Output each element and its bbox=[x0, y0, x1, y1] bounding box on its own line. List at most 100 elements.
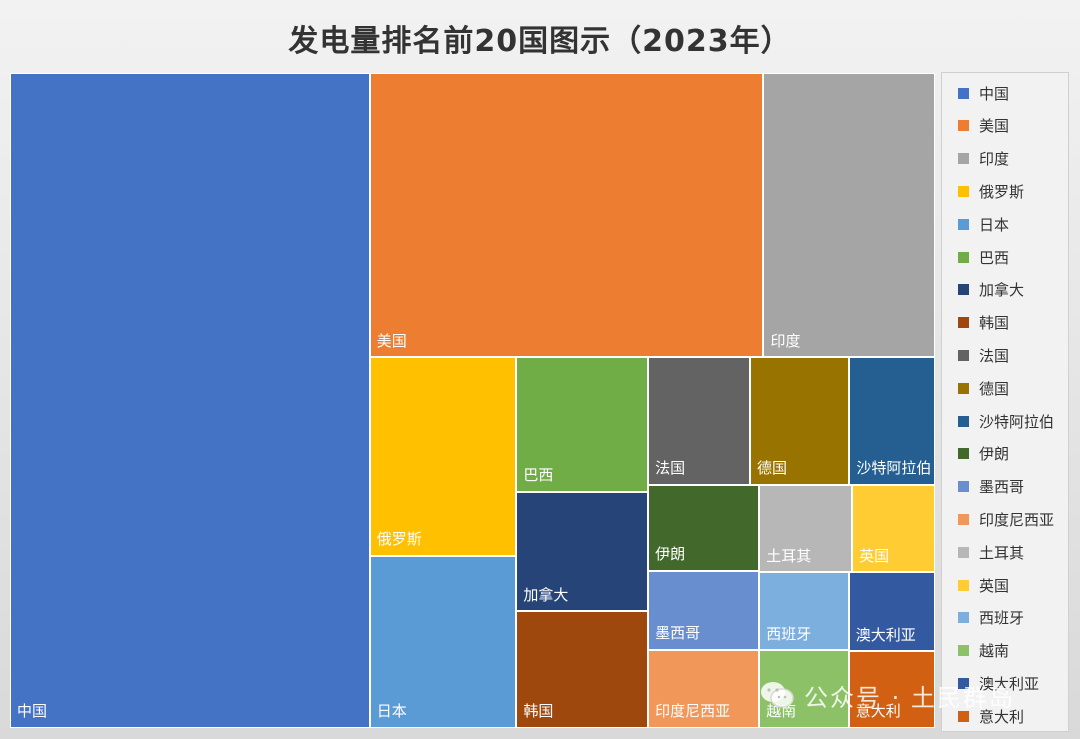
legend-swatch bbox=[958, 546, 969, 558]
treemap-cell: 土耳其 bbox=[759, 484, 853, 573]
treemap-cell-label: 日本 bbox=[376, 702, 407, 721]
legend-item: 意大利 bbox=[958, 704, 1024, 728]
legend-swatch bbox=[958, 153, 969, 165]
legend-item: 沙特阿拉伯 bbox=[958, 409, 1054, 433]
watermark: 公众号 · 土民群岛 bbox=[760, 675, 1060, 715]
legend-item: 法国 bbox=[958, 343, 1009, 367]
treemap-cell: 美国 bbox=[369, 73, 764, 358]
watermark-text: 公众号 · 土民群岛 bbox=[804, 683, 1015, 712]
legend-swatch bbox=[958, 645, 969, 657]
legend-item: 俄罗斯 bbox=[958, 179, 1024, 203]
treemap-cell: 意大利 bbox=[848, 651, 935, 728]
legend-swatch bbox=[958, 513, 969, 525]
treemap-cell: 伊朗 bbox=[648, 484, 760, 572]
legend-item: 越南 bbox=[958, 639, 1009, 663]
legend-swatch bbox=[958, 481, 969, 493]
treemap-cell-label: 加拿大 bbox=[523, 585, 569, 604]
legend-swatch bbox=[958, 415, 969, 427]
legend-item: 土耳其 bbox=[958, 540, 1024, 564]
treemap-cell-label: 中国 bbox=[17, 702, 48, 721]
treemap-cell-label: 土耳其 bbox=[766, 546, 812, 565]
treemap-cell-label: 俄罗斯 bbox=[376, 530, 422, 549]
legend-swatch bbox=[958, 120, 969, 132]
legend-label: 伊朗 bbox=[979, 445, 1010, 464]
legend-item: 中国 bbox=[958, 81, 1009, 105]
treemap-cell-label: 意大利 bbox=[855, 702, 901, 721]
treemap-cell: 巴西 bbox=[516, 357, 649, 492]
legend: 中国美国印度俄罗斯日本巴西加拿大韩国法国德国沙特阿拉伯伊朗墨西哥印度尼西亚土耳其… bbox=[941, 72, 1069, 732]
legend-item: 伊朗 bbox=[958, 442, 1009, 466]
treemap-cell: 中国 bbox=[10, 73, 370, 728]
legend-label: 巴西 bbox=[979, 248, 1010, 267]
treemap-cell-label: 法国 bbox=[655, 458, 686, 477]
legend-swatch bbox=[958, 579, 969, 591]
legend-item: 美国 bbox=[958, 114, 1009, 138]
treemap-cell: 澳大利亚 bbox=[848, 572, 935, 652]
legend-label: 墨西哥 bbox=[979, 478, 1025, 497]
treemap-cell-label: 墨西哥 bbox=[655, 623, 701, 642]
legend-label: 澳大利亚 bbox=[979, 674, 1040, 693]
legend-label: 意大利 bbox=[979, 707, 1025, 726]
treemap-cell: 印度尼西亚 bbox=[648, 649, 760, 728]
treemap-cell-label: 巴西 bbox=[523, 465, 554, 484]
treemap-cell-label: 英国 bbox=[859, 546, 890, 565]
legend-swatch bbox=[958, 317, 969, 329]
legend-swatch bbox=[958, 710, 969, 722]
legend-swatch bbox=[958, 251, 969, 263]
treemap-cell: 墨西哥 bbox=[648, 571, 760, 650]
legend-label: 印度尼西亚 bbox=[979, 510, 1055, 529]
treemap-cell-label: 西班牙 bbox=[766, 624, 812, 643]
legend-label: 加拿大 bbox=[979, 281, 1025, 300]
legend-item: 日本 bbox=[958, 212, 1009, 236]
legend-item: 巴西 bbox=[958, 245, 1009, 269]
treemap-cell: 西班牙 bbox=[759, 572, 849, 651]
treemap-cell-label: 韩国 bbox=[523, 702, 554, 721]
treemap-cell-label: 印度尼西亚 bbox=[655, 702, 731, 721]
legend-label: 日本 bbox=[979, 215, 1010, 234]
treemap-cell: 日本 bbox=[369, 555, 517, 728]
legend-label: 越南 bbox=[979, 642, 1010, 661]
legend-swatch bbox=[958, 218, 969, 230]
legend-item: 英国 bbox=[958, 573, 1009, 597]
treemap-cell: 韩国 bbox=[516, 611, 649, 728]
legend-swatch bbox=[958, 185, 969, 197]
legend-label: 美国 bbox=[979, 117, 1010, 136]
treemap-cell: 沙特阿拉伯 bbox=[849, 357, 935, 485]
treemap-cell: 加拿大 bbox=[516, 491, 649, 612]
legend-label: 沙特阿拉伯 bbox=[979, 412, 1055, 431]
legend-item: 德国 bbox=[958, 376, 1009, 400]
legend-item: 韩国 bbox=[958, 311, 1009, 335]
legend-swatch bbox=[958, 284, 969, 296]
legend-item: 澳大利亚 bbox=[958, 671, 1039, 695]
wechat-icon bbox=[761, 682, 794, 708]
treemap-cell-label: 越南 bbox=[766, 702, 797, 721]
legend-item: 印度 bbox=[958, 147, 1009, 171]
treemap-plot-area: 中国 美国 印度俄罗斯日本 巴西加拿大韩国 法国 德国 沙特阿拉伯伊朗墨西哥印度尼西亚 土耳其… bbox=[10, 73, 935, 728]
treemap-cell-label: 伊朗 bbox=[655, 545, 686, 564]
legend-label: 法国 bbox=[979, 346, 1010, 365]
legend-item: 西班牙 bbox=[958, 606, 1024, 630]
legend-item: 印度尼西亚 bbox=[958, 507, 1054, 531]
legend-swatch bbox=[958, 87, 969, 99]
legend-swatch bbox=[958, 448, 969, 460]
treemap-cell: 印度 bbox=[763, 73, 935, 358]
legend-swatch bbox=[958, 382, 969, 394]
legend-label: 西班牙 bbox=[979, 609, 1025, 628]
treemap-cell-label: 澳大利亚 bbox=[855, 625, 916, 644]
legend-label: 中国 bbox=[979, 84, 1010, 103]
treemap-cell-label: 沙特阿拉伯 bbox=[856, 458, 932, 477]
treemap-cell: 英国 bbox=[852, 484, 935, 573]
legend-item: 加拿大 bbox=[958, 278, 1024, 302]
legend-label: 印度 bbox=[979, 150, 1010, 169]
treemap-cell: 德国 bbox=[749, 357, 850, 485]
treemap-cell-label: 美国 bbox=[376, 331, 407, 350]
chart-title: 发电量排名前20国图示（2023年） bbox=[288, 24, 792, 59]
legend-swatch bbox=[958, 612, 969, 624]
treemap-cell-label: 德国 bbox=[756, 458, 787, 477]
legend-item: 墨西哥 bbox=[958, 475, 1024, 499]
legend-label: 土耳其 bbox=[979, 543, 1025, 562]
legend-label: 俄罗斯 bbox=[979, 182, 1025, 201]
legend-label: 英国 bbox=[979, 576, 1010, 595]
legend-swatch bbox=[958, 677, 969, 689]
treemap-cell: 法国 bbox=[648, 357, 750, 485]
